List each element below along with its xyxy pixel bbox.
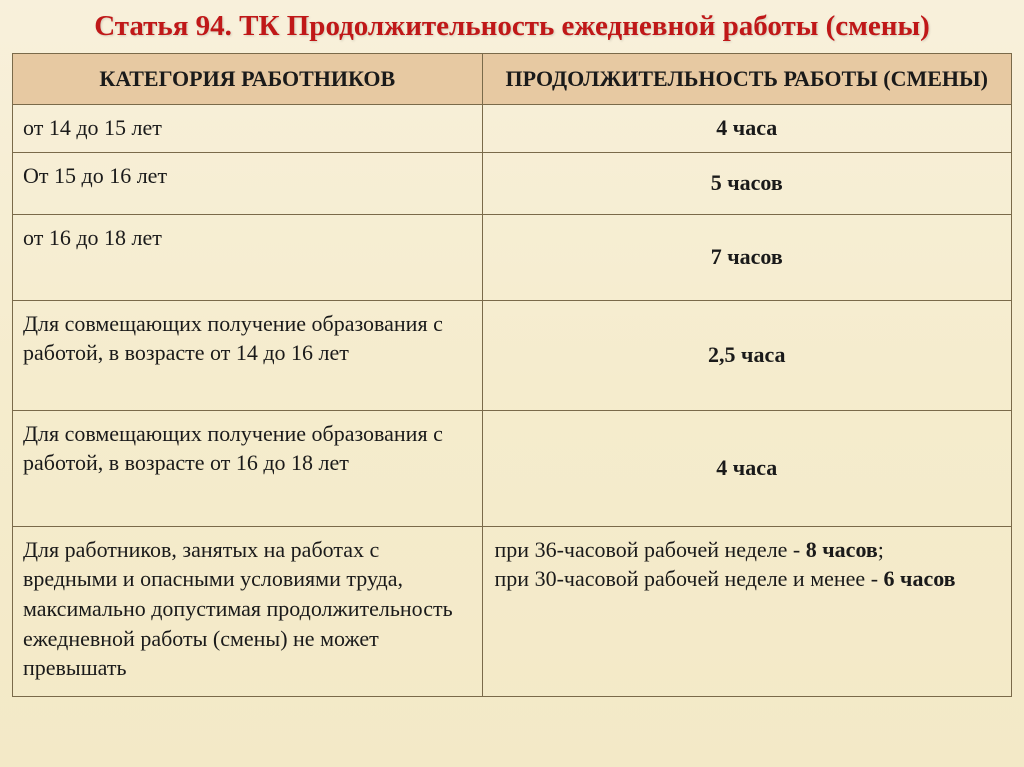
table-row: Для работников, занятых на работах с вре… <box>13 526 1012 696</box>
duration-cell: при 36-часовой рабочей неделе - 8 часов;… <box>482 526 1011 696</box>
category-cell: от 14 до 15 лет <box>13 104 483 152</box>
duration-value: 6 часов <box>884 566 956 591</box>
duration-value: 2,5 часа <box>708 342 785 367</box>
duration-table: КАТЕГОРИЯ РАБОТНИКОВ ПРОДОЛЖИТЕЛЬНОСТЬ Р… <box>12 53 1012 697</box>
category-cell: Для совмещающих получение образования с … <box>13 300 483 410</box>
duration-value: 4 часа <box>716 115 777 140</box>
document-page: Статья 94. ТК Продолжительность ежедневн… <box>0 0 1024 767</box>
duration-value: 8 часов <box>806 537 878 562</box>
table-row: Для совмещающих получение образования с … <box>13 300 1012 410</box>
table-row: от 14 до 15 лет 4 часа <box>13 104 1012 152</box>
duration-value: 4 часа <box>716 455 777 480</box>
duration-text: при 30-часовой рабочей неделе и менее - <box>495 566 884 591</box>
duration-text: ; <box>878 537 884 562</box>
page-title: Статья 94. ТК Продолжительность ежедневн… <box>12 10 1012 43</box>
table-header-row: КАТЕГОРИЯ РАБОТНИКОВ ПРОДОЛЖИТЕЛЬНОСТЬ Р… <box>13 54 1012 105</box>
duration-cell: 4 часа <box>482 410 1011 526</box>
duration-value: 5 часов <box>711 170 783 195</box>
category-cell: Для работников, занятых на работах с вре… <box>13 526 483 696</box>
duration-text: при 36-часовой рабочей неделе - <box>495 537 806 562</box>
table-row: От 15 до 16 лет 5 часов <box>13 152 1012 214</box>
duration-cell: 4 часа <box>482 104 1011 152</box>
duration-value: 7 часов <box>711 244 783 269</box>
category-cell: От 15 до 16 лет <box>13 152 483 214</box>
table-row: от 16 до 18 лет 7 часов <box>13 214 1012 300</box>
col-header-category: КАТЕГОРИЯ РАБОТНИКОВ <box>13 54 483 105</box>
category-cell: от 16 до 18 лет <box>13 214 483 300</box>
table-row: Для совмещающих получение образования с … <box>13 410 1012 526</box>
duration-cell: 7 часов <box>482 214 1011 300</box>
category-cell: Для совмещающих получение образования с … <box>13 410 483 526</box>
duration-cell: 2,5 часа <box>482 300 1011 410</box>
col-header-duration: ПРОДОЛЖИТЕЛЬНОСТЬ РАБОТЫ (СМЕНЫ) <box>482 54 1011 105</box>
duration-cell: 5 часов <box>482 152 1011 214</box>
